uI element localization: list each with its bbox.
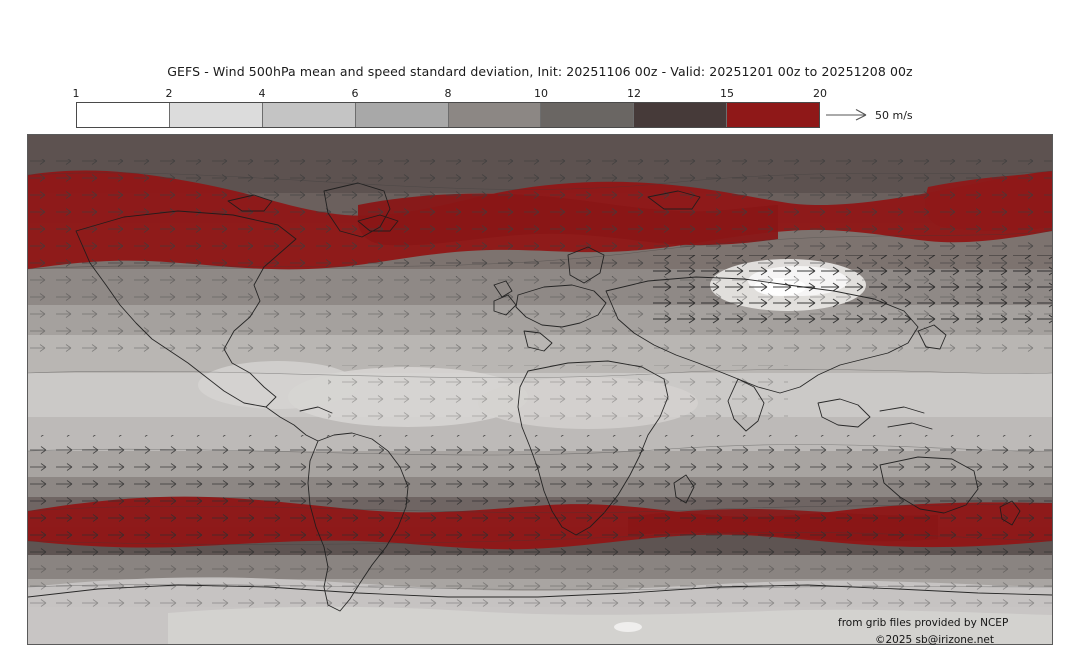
attribution-copyright: ©2025 sb@irizone.net xyxy=(875,634,994,646)
colorbar-segment-4 xyxy=(447,103,541,127)
colorbar-tick-labels: 1 2 4 6 8 10 12 15 20 xyxy=(72,86,828,101)
colorbar-tick-20: 20 xyxy=(813,87,827,100)
colorbar-segment-6 xyxy=(633,103,727,127)
colorbar-tick-6: 6 xyxy=(351,87,359,100)
colorbar: 1 2 4 6 8 10 12 15 20 xyxy=(72,86,828,128)
colorbar-tick-15: 15 xyxy=(720,87,734,100)
colorbar-tick-12: 12 xyxy=(627,87,641,100)
wind-barb-icon xyxy=(826,106,872,125)
attribution-source: from grib files provided by NCEP xyxy=(838,617,1009,629)
colorbar-tick-2: 2 xyxy=(165,87,173,100)
colorbar-segment-1 xyxy=(168,103,262,127)
weather-map[interactable] xyxy=(27,134,1053,645)
colorbar-tick-8: 8 xyxy=(444,87,452,100)
colorbar-tick-4: 4 xyxy=(258,87,266,100)
colorbar-tick-10: 10 xyxy=(534,87,548,100)
colorbar-segment-2 xyxy=(261,103,355,127)
colorbar-segments xyxy=(76,102,820,128)
colorbar-segment-0 xyxy=(77,103,169,127)
colorbar-tick-1: 1 xyxy=(72,87,80,100)
wind-barb-legend-label: 50 m/s xyxy=(875,108,913,122)
colorbar-segment-5 xyxy=(540,103,634,127)
colorbar-segment-3 xyxy=(354,103,448,127)
colorbar-segment-7 xyxy=(726,103,819,127)
map-canvas xyxy=(28,135,1052,644)
page-title: GEFS - Wind 500hPa mean and speed standa… xyxy=(167,64,913,79)
wind-barb-legend: 50 m/s xyxy=(826,104,913,126)
